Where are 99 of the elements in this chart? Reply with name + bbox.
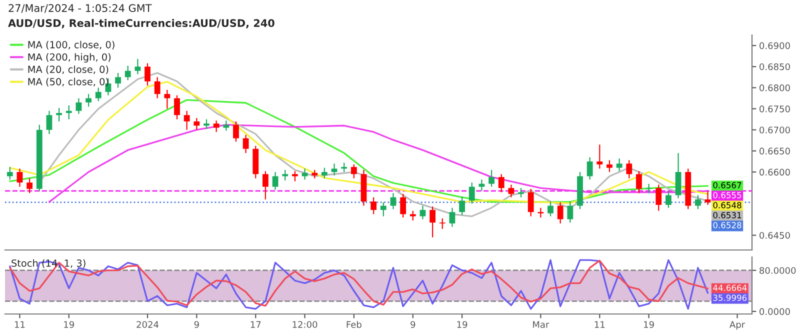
y-tick-label: 0.6650 <box>760 148 790 154</box>
candlestick <box>439 218 446 230</box>
candlestick <box>272 171 278 190</box>
candlestick <box>16 168 23 188</box>
candlestick <box>704 190 711 206</box>
y-tick-label: 0.6850 <box>760 63 790 70</box>
data-label: 0.6567 <box>713 182 742 188</box>
candlestick <box>282 169 288 181</box>
candlestick <box>616 158 622 172</box>
candlestick <box>567 200 574 224</box>
data-label: 0.6531 <box>713 212 742 218</box>
candlestick <box>488 169 494 188</box>
candlestick <box>56 107 62 122</box>
y-tick-label: 0.0000 <box>760 308 790 315</box>
candlestick <box>694 194 701 210</box>
data-label: 35.9996 <box>713 294 747 301</box>
candlestick <box>380 202 386 217</box>
candlestick <box>46 110 52 135</box>
candlestick <box>95 87 102 102</box>
candlestick <box>164 89 170 110</box>
candlestick <box>134 58 141 75</box>
y-tick-label: 80.0000 <box>760 267 796 274</box>
candlestick <box>420 205 426 220</box>
candlestick <box>400 193 406 218</box>
candlestick <box>331 163 338 176</box>
candlestick <box>666 190 672 208</box>
candlestick <box>459 196 465 216</box>
candlestick <box>548 200 554 217</box>
candlestick <box>518 187 524 198</box>
candlestick <box>468 182 475 204</box>
candlestick <box>204 118 210 130</box>
legend-label: MA (20, close, 0) <box>28 65 108 74</box>
data-label: 0.6548 <box>713 202 742 208</box>
candlestick <box>26 178 33 194</box>
line-series <box>48 124 709 203</box>
chart-subtitle: 27/Mar/2024 - 1:05:24 GMT <box>8 4 152 13</box>
y-tick-label: 0.6750 <box>760 106 790 112</box>
x-tick-label: 11 <box>14 321 25 328</box>
y-tick-label: 0.6800 <box>760 84 790 92</box>
candlestick <box>586 156 593 180</box>
candlestick <box>370 196 377 215</box>
candlestick <box>321 167 328 179</box>
chart-title: AUD/USD, Real-timeCurrencies:AUD/USD, 240 <box>8 18 274 28</box>
x-tick-label: 2024 <box>136 321 158 328</box>
candlestick <box>596 144 603 170</box>
candlestick <box>528 188 534 217</box>
candlestick <box>86 93 92 108</box>
candlestick <box>174 94 180 120</box>
y-tick-label: 0.6900 <box>760 42 790 50</box>
y-tick-label: 0.6600 <box>760 168 790 176</box>
candlestick <box>538 207 544 218</box>
candlestick <box>656 184 662 212</box>
candlestick <box>341 162 348 173</box>
candlestick <box>508 184 514 198</box>
candlestick <box>124 65 131 81</box>
ref-line-label: 0.6555 <box>713 192 742 198</box>
legend-label: MA (100, close, 0) <box>28 40 114 50</box>
candlestick <box>498 174 504 193</box>
ref-line-label: 0.6528 <box>713 222 742 228</box>
y-tick-label: 0.6700 <box>760 126 790 134</box>
x-tick-label: 17 <box>250 321 261 328</box>
candlestick <box>606 160 612 173</box>
x-tick-label: 19 <box>457 321 468 328</box>
data-label: 44.6664 <box>713 284 747 291</box>
x-tick-label: 9 <box>410 321 416 328</box>
candlestick <box>144 62 150 86</box>
candlestick <box>626 160 632 179</box>
candlestick <box>292 170 298 182</box>
candlestick <box>636 170 642 194</box>
candlestick <box>6 166 13 180</box>
candlestick <box>449 207 456 228</box>
candlestick <box>430 206 436 238</box>
x-tick-label: Apr <box>730 321 746 330</box>
candlestick <box>184 110 190 130</box>
line-series <box>9 99 709 203</box>
candlestick <box>675 152 682 199</box>
x-tick-label: Mar <box>533 321 550 328</box>
candlestick <box>350 164 357 179</box>
x-tick-label: 19 <box>64 321 74 328</box>
candlestick <box>557 202 564 224</box>
candlestick <box>66 104 72 120</box>
candlestick <box>154 76 160 99</box>
candlestick <box>233 120 239 142</box>
x-tick-label: Feb <box>346 320 362 328</box>
candlestick <box>646 183 652 194</box>
y-tick-label: 0.6450 <box>760 232 790 239</box>
candlestick <box>262 170 268 200</box>
candlestick <box>478 179 485 192</box>
candlestick <box>213 120 220 133</box>
x-tick-label: 12:00 <box>292 321 318 328</box>
x-tick-label: 9 <box>194 321 199 328</box>
candlestick <box>76 98 82 114</box>
x-tick-label: 19 <box>644 321 654 328</box>
candlestick <box>410 210 416 222</box>
candlestick <box>194 117 200 130</box>
legend-label: MA (200, high, 0) <box>28 53 111 63</box>
x-tick-label: 11 <box>594 321 605 328</box>
candlestick <box>242 134 249 154</box>
candlestick <box>115 72 121 88</box>
